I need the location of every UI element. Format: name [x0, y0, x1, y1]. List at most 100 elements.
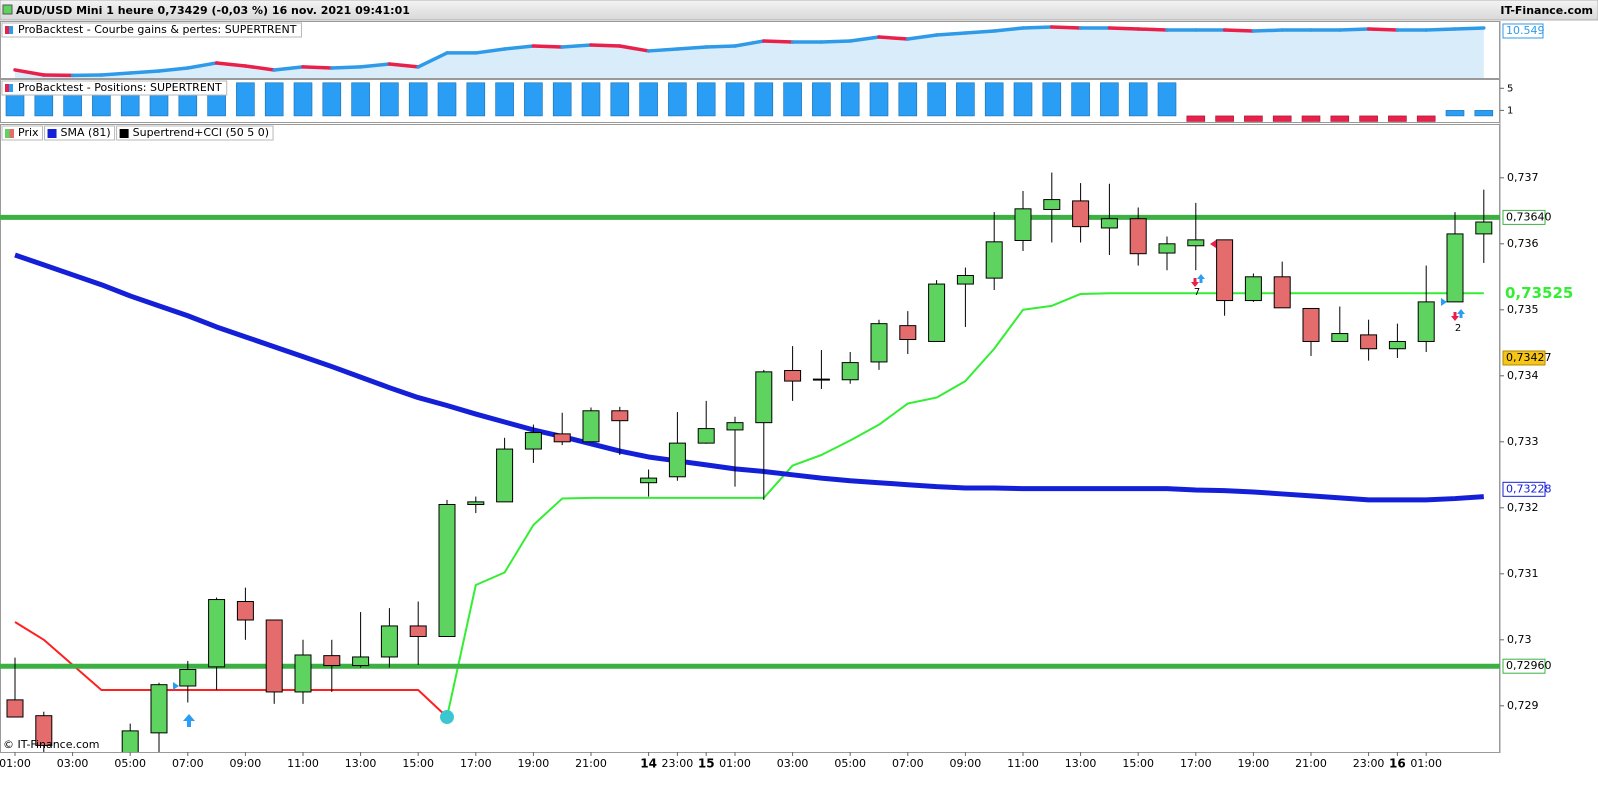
price-label: 0,73228: [1506, 482, 1552, 495]
header-icon: [2, 4, 13, 15]
signal-label: 7: [1194, 287, 1200, 298]
position-bar: [1042, 82, 1062, 117]
x-tick-label: 11:00: [1007, 757, 1039, 770]
position-bar: [725, 82, 745, 117]
equity-segment: [934, 31, 968, 37]
candle-body: [985, 241, 1003, 279]
position-bar: [264, 82, 284, 117]
position-bar: [1071, 82, 1090, 117]
candle-body: [611, 410, 629, 422]
candle-body: [236, 601, 254, 621]
price-label: 0,73427: [1506, 351, 1552, 364]
equity-segment: [502, 44, 536, 51]
x-tick-label: 23:00: [662, 757, 694, 770]
sell-arrow: [1191, 278, 1199, 287]
legend-box: [44, 125, 116, 141]
x-tick-label: 13:00: [345, 757, 377, 770]
position-bar: [812, 82, 831, 117]
candle-body: [899, 325, 917, 341]
position-bar: [322, 82, 342, 117]
candle-body: [553, 433, 571, 443]
x-tick-label: 21:00: [575, 757, 607, 770]
position-bar: [1186, 115, 1206, 122]
candle-body: [1072, 200, 1090, 228]
label-icon: [9, 84, 13, 92]
equity-segment: [531, 44, 564, 49]
position-bar: [754, 82, 774, 117]
position-bar: [984, 82, 1004, 117]
candle-body: [1388, 340, 1406, 350]
position-bar: [437, 82, 457, 117]
supertrend-down: [14, 621, 448, 718]
x-tick-label: 11:00: [287, 757, 319, 770]
position-bar: [380, 82, 399, 117]
price-label-box: [1502, 481, 1546, 497]
y-tick-label: 1: [1507, 105, 1513, 116]
equity-segment: [1453, 26, 1486, 31]
x-tick-label: 21:00: [1295, 757, 1327, 770]
candle-body: [121, 730, 139, 752]
equity-segment: [358, 62, 392, 69]
equity-segment: [186, 61, 219, 70]
candle-body: [668, 442, 686, 478]
buy-arrow: [1457, 309, 1465, 318]
equity-segment: [877, 35, 910, 41]
candle-body: [352, 656, 370, 667]
header-title: AUD/USD Mini 1 heure 0,73429 (-0,03 %) 1…: [16, 4, 410, 17]
trend-switch: [440, 710, 454, 725]
x-tick-label: 07:00: [892, 757, 924, 770]
panel-label-box: [1, 22, 302, 38]
position-bar: [1474, 110, 1494, 117]
candle-body: [467, 501, 485, 505]
x-tick-label: 01:00: [1410, 757, 1442, 770]
equity-segment: [301, 65, 334, 70]
equity-segment: [1136, 27, 1169, 32]
candle-body: [35, 715, 53, 746]
y-tick-label: 0,73: [1507, 633, 1532, 646]
label-icon: [5, 26, 9, 34]
position-bar: [581, 82, 601, 117]
candle-body: [928, 283, 946, 342]
candle-body: [1129, 218, 1147, 255]
equity-segment: [704, 44, 737, 49]
price-label-box: [1502, 658, 1546, 674]
candle-body: [726, 422, 744, 431]
position-bar: [1388, 115, 1407, 122]
equity-segment: [99, 71, 132, 77]
position-bar: [351, 82, 370, 117]
x-tick-label: 14: [640, 757, 657, 771]
candle-body: [870, 323, 888, 363]
price-label-box: [1502, 209, 1546, 225]
position-bar: [1330, 115, 1350, 122]
position-bar: [1128, 82, 1148, 117]
candle-body: [812, 378, 830, 381]
position-bar: [236, 82, 255, 117]
candle-body: [1216, 239, 1234, 302]
candle-body: [1014, 208, 1032, 242]
candle-body: [841, 362, 859, 381]
position-bar: [1157, 82, 1177, 117]
position-bar: [783, 82, 802, 117]
sma-line: [14, 252, 1484, 503]
position-bar: [668, 82, 687, 117]
price-label: 0,73525: [1505, 284, 1573, 302]
x-tick-label: 17:00: [1180, 757, 1212, 770]
equity-segment: [330, 65, 363, 70]
y-tick-label: 0,737: [1507, 171, 1539, 184]
x-tick-label: 03:00: [777, 757, 809, 770]
candle-body: [524, 432, 542, 450]
legend-label: SMA (81): [61, 126, 111, 139]
equity-segment: [1338, 27, 1371, 32]
candle-body: [1273, 276, 1291, 309]
position-bar: [898, 82, 918, 117]
candle-body: [956, 274, 974, 285]
legend-box: [116, 125, 274, 141]
legend-icon: [9, 129, 14, 138]
equity-segment: [675, 45, 708, 51]
header-bar: [0, 0, 1598, 21]
position-bar: [1244, 115, 1263, 122]
x-tick-label: 03:00: [57, 757, 89, 770]
candle-body: [6, 699, 24, 718]
price-label: 0,72960: [1506, 659, 1552, 672]
